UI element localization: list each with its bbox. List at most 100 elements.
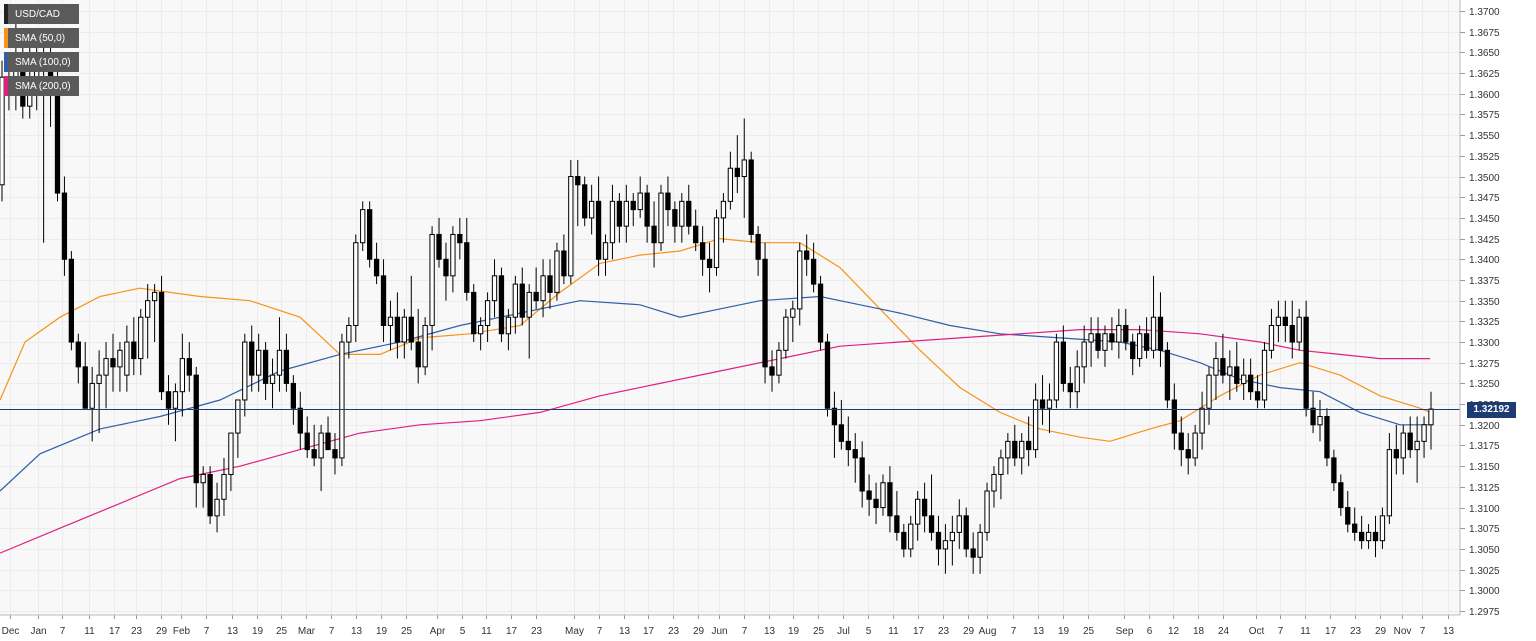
- y-tick-label: 1.3150: [1469, 462, 1500, 473]
- x-tick-label: 13: [1033, 626, 1045, 637]
- candle-down: [311, 449, 317, 459]
- x-tick-label: 7: [60, 626, 66, 637]
- candle-up: [1019, 440, 1025, 459]
- candle-down: [408, 316, 414, 343]
- x-tick-label: 23: [131, 626, 143, 637]
- candle-down: [970, 548, 976, 558]
- y-tick-label: 1.3600: [1469, 90, 1500, 101]
- candle-up: [339, 341, 345, 459]
- candle-down: [75, 341, 81, 368]
- candle-up: [1199, 407, 1205, 434]
- candle-up: [276, 349, 283, 376]
- candle-up: [1428, 408, 1434, 426]
- candle-down: [457, 233, 463, 244]
- candle-down: [824, 341, 831, 409]
- candle-up: [658, 192, 664, 244]
- candle-down: [644, 192, 650, 227]
- y-tick-label: 1.3550: [1469, 131, 1500, 142]
- candle-down: [367, 209, 373, 260]
- x-tick-label: Feb: [173, 626, 191, 637]
- legend-item-sma50[interactable]: SMA (50,0): [4, 28, 79, 48]
- candle-down: [249, 341, 255, 376]
- candle-down: [651, 225, 657, 244]
- x-tick-label: Aug: [979, 626, 997, 637]
- candle-down: [748, 159, 754, 235]
- candle-down: [616, 200, 623, 227]
- candle-down: [1338, 482, 1344, 509]
- candle-up: [1275, 316, 1282, 326]
- x-tick-label: 7: [597, 626, 603, 637]
- candle-down: [769, 366, 775, 376]
- candle-up: [526, 291, 532, 318]
- candle-up: [1296, 316, 1302, 343]
- candle-down: [332, 449, 338, 459]
- candle-up: [221, 473, 227, 500]
- candle-down: [630, 200, 636, 211]
- x-tick-label: 19: [1058, 626, 1070, 637]
- candle-up: [179, 358, 186, 393]
- candle-up: [1213, 358, 1219, 376]
- x-tick-label: 11: [888, 626, 899, 637]
- legend-item-sma100[interactable]: SMA (100,0): [4, 52, 79, 72]
- y-tick-label: 1.3050: [1469, 545, 1500, 556]
- candle-up: [484, 300, 491, 326]
- candle-up: [554, 250, 560, 293]
- candle-down: [1282, 316, 1288, 326]
- candle-up: [588, 200, 595, 219]
- legend-swatch: [4, 52, 8, 72]
- candle-up: [387, 316, 394, 326]
- legend-item-sma200[interactable]: SMA (200,0): [4, 76, 79, 96]
- x-tick-label: Nov: [1394, 626, 1412, 637]
- x-tick-label: 18: [1193, 626, 1205, 637]
- x-tick-label: 11: [1300, 626, 1311, 637]
- candle-up: [117, 349, 123, 368]
- candle-down: [297, 407, 303, 434]
- candle-up: [713, 217, 720, 269]
- candle-up: [915, 498, 921, 525]
- candle-down: [54, 93, 61, 194]
- candle-up: [1241, 374, 1247, 384]
- y-tick-label: 1.3400: [1469, 255, 1500, 266]
- y-tick-label: 1.3525: [1469, 152, 1500, 163]
- y-tick-label: 1.3475: [1469, 193, 1500, 204]
- candle-up: [984, 490, 990, 533]
- candle-down: [1178, 432, 1184, 451]
- legend-label: USD/CAD: [15, 8, 61, 20]
- candle-up: [235, 399, 241, 434]
- candle-down: [706, 258, 713, 269]
- candle-up: [637, 192, 643, 211]
- candle-up: [401, 316, 407, 343]
- candle-up: [228, 432, 234, 475]
- candle-up: [491, 275, 498, 302]
- candle-down: [498, 275, 505, 335]
- candle-down: [1254, 391, 1261, 401]
- y-tick-label: 1.3450: [1469, 214, 1500, 225]
- x-tick-label: 13: [1443, 626, 1455, 637]
- y-tick-label: 1.3275: [1469, 359, 1500, 370]
- candle-up: [1261, 349, 1268, 401]
- x-tick-label: 23: [668, 626, 680, 637]
- legend-item-usdcad[interactable]: USD/CAD: [4, 4, 79, 24]
- candle-down: [665, 192, 671, 211]
- candle-down: [1352, 523, 1358, 533]
- x-tick-label: 5: [866, 626, 872, 637]
- x-tick-label: 23: [938, 626, 950, 637]
- legend: USD/CAD SMA (50,0) SMA (100,0) SMA (200,…: [4, 4, 79, 96]
- candle-up: [942, 540, 949, 550]
- candle-up: [0, 76, 5, 186]
- x-tick-label: 19: [376, 626, 388, 637]
- x-axis: Dec Jan 7 11 17 23 29 Feb 7 13 19 25 Mar 7 13 19 25 Apr 5 1…: [2, 615, 1455, 637]
- candle-down: [1220, 358, 1226, 376]
- x-tick-label: 7: [742, 626, 748, 637]
- y-tick-label: 1.3500: [1469, 173, 1500, 184]
- candle-up: [360, 209, 366, 244]
- candle-up: [1386, 449, 1393, 517]
- candle-up: [949, 531, 956, 542]
- legend-label: SMA (100,0): [15, 56, 71, 68]
- candle-up: [720, 200, 727, 219]
- x-tick-label: 29: [693, 626, 705, 637]
- candle-down: [595, 200, 602, 260]
- candle-up: [89, 382, 95, 409]
- candle-up: [256, 349, 262, 376]
- x-tick-label: 11: [84, 626, 95, 637]
